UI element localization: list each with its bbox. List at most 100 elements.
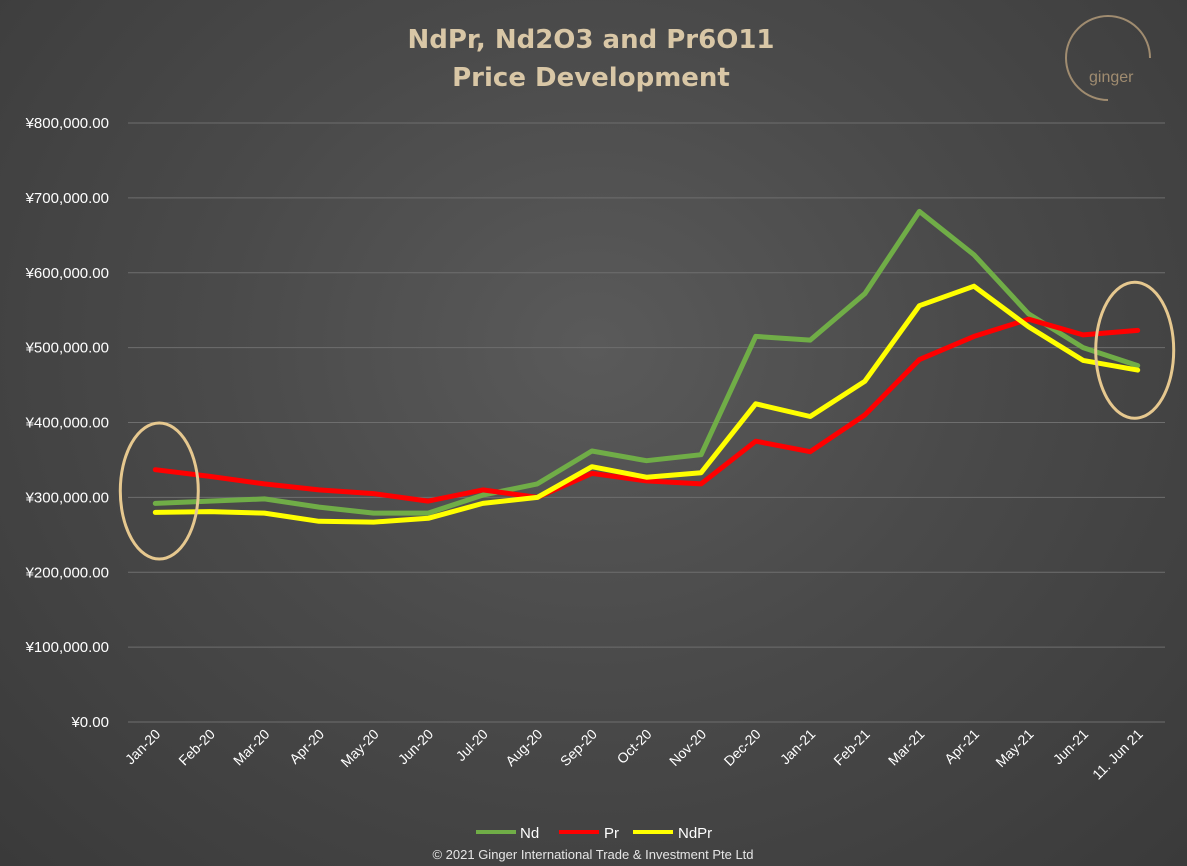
series-lines [152, 208, 1141, 525]
data-point-ndpr [482, 502, 484, 504]
data-point-ndpr [591, 466, 593, 468]
gridlines [128, 122, 1165, 723]
data-point-nd [263, 498, 265, 500]
data-point-ndpr [373, 521, 375, 523]
x-tick-label: Apr-20 [286, 726, 327, 767]
data-point-pr [427, 500, 429, 502]
series-line-nd [152, 208, 1141, 516]
data-point-ndpr [1137, 369, 1139, 371]
highlight-ellipses [118, 280, 1176, 561]
data-point-ndpr [973, 285, 975, 287]
y-tick-label: ¥500,000.00 [25, 340, 109, 357]
data-point-ndpr [918, 305, 920, 307]
legend-label-pr: Pr [604, 825, 619, 842]
x-tick-label: Aug-20 [502, 726, 545, 769]
x-tick-label: May-20 [337, 726, 381, 770]
y-tick-label: ¥300,000.00 [25, 489, 109, 506]
x-tick-label: Jan-21 [777, 726, 819, 768]
data-point-pr [318, 489, 320, 491]
data-point-ndpr [700, 472, 702, 474]
chart-title-line-2: Price Development [452, 63, 730, 93]
data-point-pr [209, 475, 211, 477]
data-point-pr [591, 472, 593, 474]
data-point-nd [755, 335, 757, 337]
data-point-pr [755, 440, 757, 442]
x-tick-label: Jul-20 [453, 726, 491, 764]
x-tick-label: Dec-20 [721, 726, 764, 769]
data-point-nd [1082, 347, 1084, 349]
data-point-pr [373, 493, 375, 495]
x-tick-label: Apr-21 [941, 726, 982, 767]
data-point-ndpr [427, 517, 429, 519]
ginger-logo: ginger [1065, 15, 1151, 101]
x-tick-label: 11. Jun 21 [1089, 726, 1146, 783]
data-point-ndpr [809, 416, 811, 418]
x-tick-label: Jun-20 [395, 726, 437, 768]
x-tick-label: Jun-21 [1050, 726, 1092, 768]
y-tick-label: ¥400,000.00 [25, 415, 109, 432]
copyright-notice: © 2021 Ginger International Trade & Inve… [432, 847, 753, 862]
data-point-nd [482, 494, 484, 496]
x-tick-label: Sep-20 [557, 726, 600, 769]
data-point-nd [591, 450, 593, 452]
data-point-nd [973, 254, 975, 256]
data-point-ndpr [318, 520, 320, 522]
data-point-nd [536, 483, 538, 485]
data-point-nd [154, 502, 156, 504]
data-point-pr [864, 414, 866, 416]
data-point-ndpr [1028, 326, 1030, 328]
data-point-nd [318, 506, 320, 508]
data-point-ndpr [755, 403, 757, 405]
data-point-pr [482, 489, 484, 491]
data-point-pr [1137, 329, 1139, 331]
y-tick-label: ¥800,000.00 [25, 115, 109, 132]
data-point-pr [1028, 318, 1030, 320]
data-point-pr [1082, 334, 1084, 336]
x-axis: Jan-20 Feb-20 Mar-20 Apr-20 May-20 Jun-20 Jul-… [122, 726, 1146, 783]
y-tick-label: ¥100,000.00 [25, 639, 109, 656]
data-point-pr [700, 483, 702, 485]
data-point-ndpr [864, 380, 866, 382]
y-tick-label: ¥600,000.00 [25, 265, 109, 282]
highlight-ellipse [1094, 280, 1176, 420]
series-line-pr [152, 316, 1141, 504]
data-point-ndpr [536, 496, 538, 498]
highlight-ellipse [118, 421, 200, 561]
x-tick-label: Oct-20 [614, 726, 655, 767]
legend: Nd Pr NdPr [476, 825, 712, 842]
data-point-pr [809, 451, 811, 453]
x-tick-label: Mar-21 [885, 726, 928, 769]
data-point-nd [809, 339, 811, 341]
data-point-nd [209, 500, 211, 502]
data-point-nd [646, 460, 647, 462]
logo-text: ginger [1089, 69, 1134, 86]
data-point-ndpr [1082, 359, 1084, 361]
y-tick-label: ¥700,000.00 [25, 190, 109, 207]
x-tick-label: Mar-20 [230, 726, 273, 769]
data-point-pr [973, 335, 975, 337]
y-tick-label: ¥200,000.00 [25, 564, 109, 581]
x-tick-label: Feb-21 [830, 726, 873, 769]
data-point-pr [646, 480, 647, 482]
data-point-nd [864, 293, 866, 295]
data-point-nd [1137, 365, 1139, 367]
data-point-nd [427, 512, 429, 514]
data-point-ndpr [154, 511, 156, 513]
data-point-ndpr [263, 512, 265, 514]
y-axis: ¥0.00 ¥100,000.00 ¥200,000.00 ¥300,000.00 ¥4… [25, 115, 109, 731]
legend-label-nd: Nd [520, 825, 539, 842]
chart-title-line-1: NdPr, Nd2O3 and Pr6O11 [407, 25, 774, 55]
data-point-ndpr [209, 511, 211, 513]
data-point-nd [918, 210, 920, 212]
data-point-nd [373, 512, 375, 514]
data-point-nd [1028, 313, 1030, 315]
y-tick-label: ¥0.00 [70, 714, 109, 731]
x-tick-label: Nov-20 [666, 726, 709, 769]
logo-ring-icon [1065, 15, 1151, 101]
x-tick-label: Jan-20 [122, 726, 164, 768]
x-tick-label: Feb-20 [175, 726, 218, 769]
data-point-pr [263, 483, 265, 485]
data-point-pr [154, 469, 156, 471]
data-point-nd [700, 454, 702, 456]
